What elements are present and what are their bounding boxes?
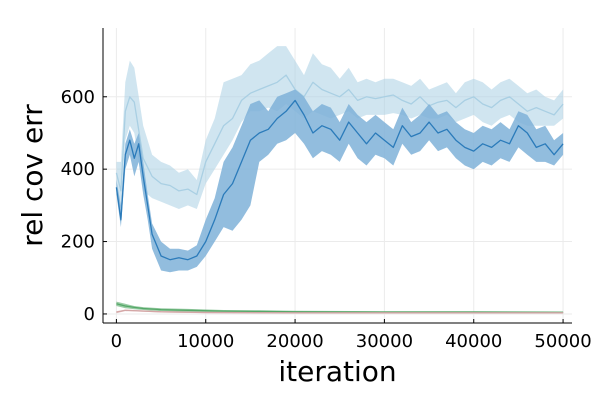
series-1-band bbox=[116, 46, 564, 209]
x-tick-label: 40000 bbox=[445, 331, 502, 352]
x-tick-label: 20000 bbox=[266, 331, 323, 352]
y-tick-label: 400 bbox=[61, 159, 95, 180]
series-3-band bbox=[116, 301, 564, 314]
x-tick-label: 30000 bbox=[356, 331, 413, 352]
x-axis-label: iteration bbox=[278, 355, 396, 388]
ticks: 0 10000 20000 30000 40000 50000 0 200 400 600 bbox=[61, 87, 592, 352]
y-tick-label: 600 bbox=[61, 87, 95, 108]
x-tick-label: 50000 bbox=[534, 331, 591, 352]
series-layer bbox=[115, 46, 564, 314]
y-axis-label: rel cov err bbox=[16, 104, 49, 247]
series-1-line bbox=[115, 74, 564, 196]
x-tick-label: 10000 bbox=[177, 331, 234, 352]
axes bbox=[102, 28, 572, 324]
y-tick-label: 0 bbox=[84, 304, 95, 325]
series-2-line bbox=[115, 99, 564, 261]
series-4-line bbox=[116, 309, 564, 314]
y-tick-label: 200 bbox=[61, 232, 95, 253]
x-tick-label: 0 bbox=[111, 331, 122, 352]
